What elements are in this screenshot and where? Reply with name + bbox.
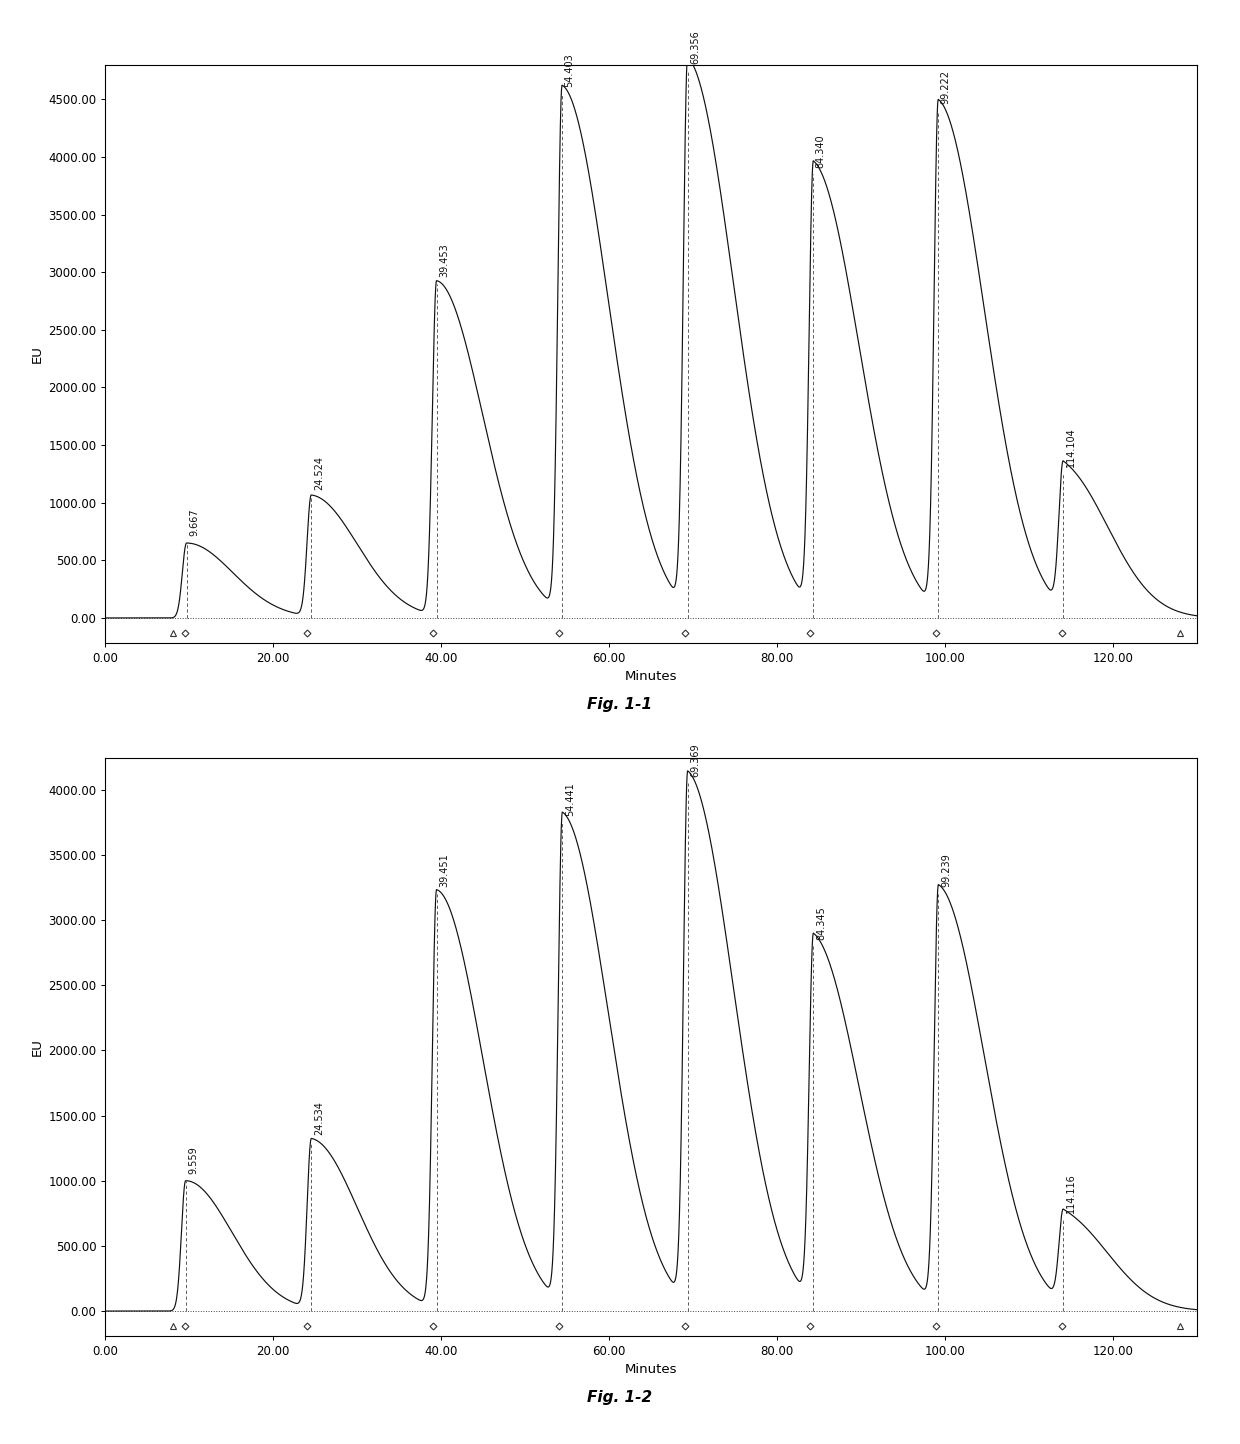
X-axis label: Minutes: Minutes — [625, 670, 677, 683]
Text: 69.369: 69.369 — [691, 742, 701, 777]
Y-axis label: EU: EU — [31, 345, 45, 362]
Text: 99.222: 99.222 — [941, 71, 951, 104]
Text: 24.524: 24.524 — [314, 456, 324, 491]
Text: 99.239: 99.239 — [941, 853, 951, 888]
Text: Fig. 1-1: Fig. 1-1 — [588, 697, 652, 712]
Text: 54.403: 54.403 — [564, 53, 574, 87]
Text: 114.104: 114.104 — [1065, 427, 1075, 468]
Text: 9.559: 9.559 — [188, 1147, 198, 1174]
X-axis label: Minutes: Minutes — [625, 1363, 677, 1376]
Text: 54.441: 54.441 — [565, 781, 575, 816]
Text: 24.534: 24.534 — [314, 1102, 324, 1135]
Text: 39.451: 39.451 — [439, 853, 449, 888]
Text: 69.356: 69.356 — [691, 30, 701, 64]
Text: 84.340: 84.340 — [816, 134, 826, 168]
Text: 9.667: 9.667 — [188, 508, 200, 537]
Text: 39.453: 39.453 — [439, 244, 449, 277]
Text: 114.116: 114.116 — [1066, 1174, 1076, 1213]
Text: Fig. 1-2: Fig. 1-2 — [588, 1391, 652, 1405]
Text: 84.345: 84.345 — [816, 905, 826, 940]
Y-axis label: EU: EU — [31, 1038, 45, 1056]
